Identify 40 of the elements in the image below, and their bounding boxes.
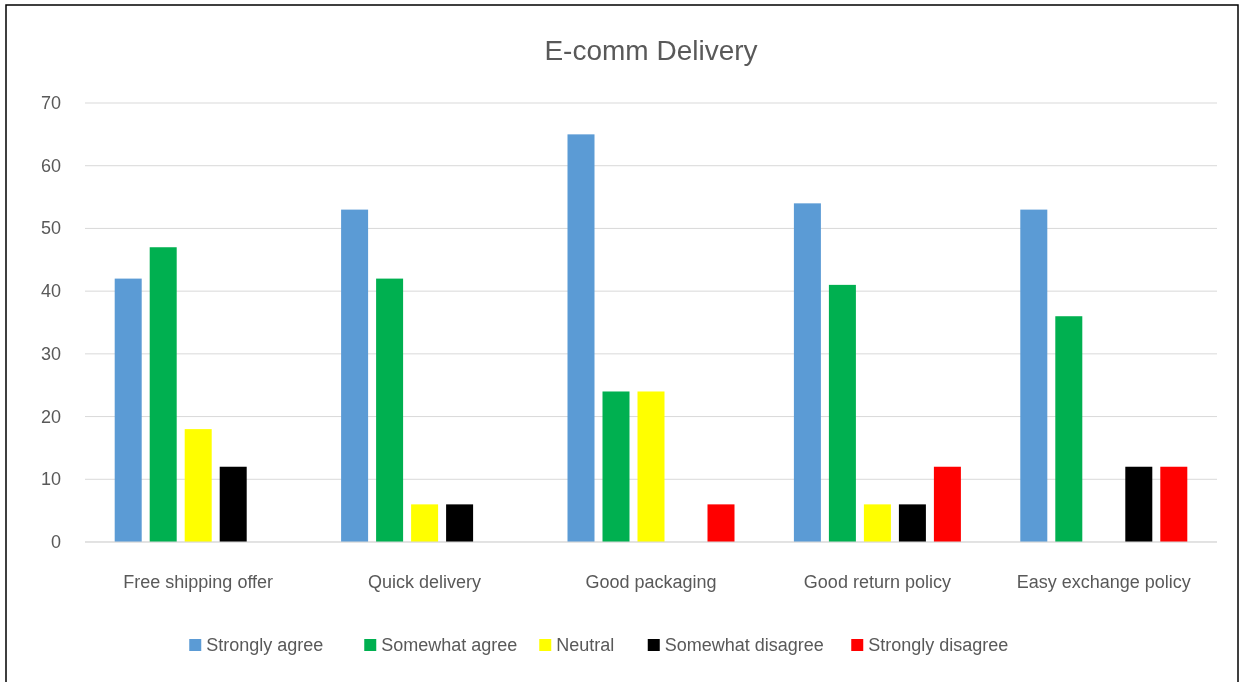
y-tick-label: 40 (40, 281, 61, 302)
bar (446, 504, 474, 542)
bar (898, 504, 926, 542)
x-tick-label: Free shipping offer (123, 572, 274, 592)
y-tick-label: 20 (40, 406, 61, 427)
bar (793, 203, 821, 542)
legend-label: Strongly agree (206, 635, 324, 655)
x-tick-label: Good return policy (803, 572, 951, 592)
bar (637, 391, 665, 542)
legend-label: Somewhat agree (381, 635, 518, 655)
bar (933, 466, 961, 542)
y-tick-label: 70 (40, 93, 61, 113)
bar (1020, 209, 1048, 542)
bar (1160, 466, 1188, 542)
legend-label: Somewhat disagree (664, 635, 824, 655)
chart-title: E-comm Delivery (544, 35, 758, 66)
bar (1125, 466, 1153, 542)
bar (114, 278, 142, 542)
bar (219, 466, 247, 542)
legend-label: Neutral (556, 635, 615, 655)
bar (707, 504, 735, 542)
bar (863, 504, 891, 542)
x-tick-label: Easy exchange policy (1016, 572, 1191, 592)
bar (567, 134, 595, 542)
legend-label: Strongly disagree (868, 635, 1009, 655)
bar (411, 504, 439, 542)
bar (1055, 316, 1083, 542)
bar (602, 391, 630, 542)
y-tick-label: 30 (40, 343, 61, 364)
bar (149, 247, 177, 542)
y-tick-label: 50 (40, 218, 61, 239)
bar (828, 284, 856, 542)
x-tick-label: Good packaging (585, 572, 717, 592)
bar (341, 209, 369, 542)
bar (184, 429, 212, 542)
bar (376, 278, 404, 542)
y-tick-label: 10 (40, 469, 61, 490)
x-tick-label: Quick delivery (368, 572, 482, 592)
y-tick-label: 0 (50, 532, 61, 552)
y-tick-label: 60 (40, 155, 61, 176)
